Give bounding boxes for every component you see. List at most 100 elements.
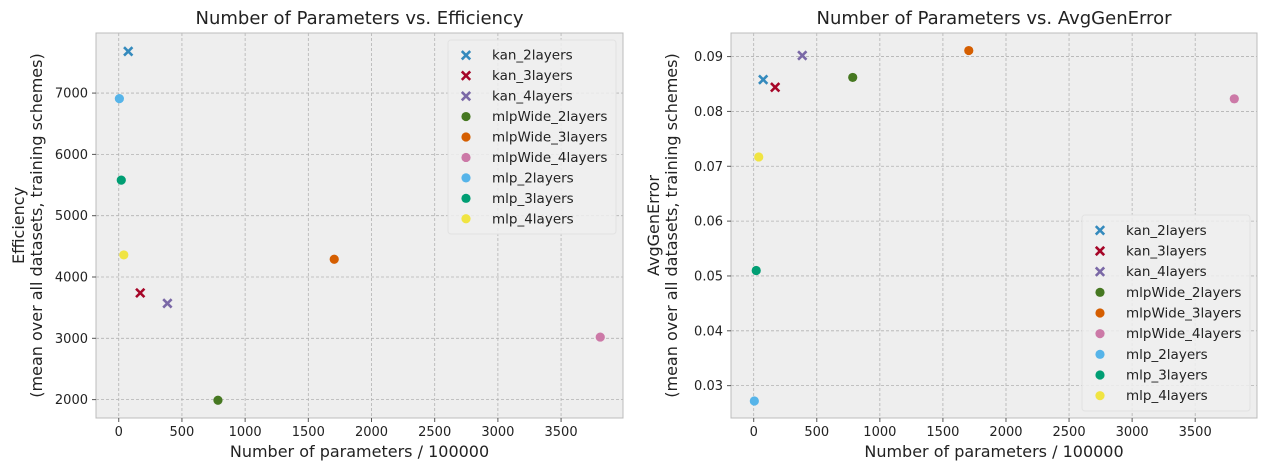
y-tick-label: 0.06 <box>694 215 723 230</box>
legend-box <box>447 39 617 235</box>
y-tick-label: 7000 <box>55 87 88 102</box>
legend-marker-kan_3layers <box>460 70 472 81</box>
point-mlp_3layers <box>116 175 126 185</box>
legend-marker-mlp_4layers <box>461 214 471 224</box>
x-tick-label: 3000 <box>1116 425 1149 440</box>
legend-marker-mlp_2layers <box>1095 349 1105 359</box>
point-mlpWide_2layers <box>213 395 223 405</box>
point-mlpWide_3layers <box>329 254 339 264</box>
point-kan_3layers <box>135 287 146 299</box>
x-tick-label: 0 <box>115 425 123 440</box>
y-tick-label: 0.09 <box>694 50 723 65</box>
y-tick-label: 5000 <box>55 209 88 224</box>
point-mlp_4layers <box>754 152 764 162</box>
x-tick-label: 2000 <box>989 425 1022 440</box>
legend-marker-mlp_2layers <box>461 173 471 183</box>
y-axis-label-line-2: (mean over all datasets, training scheme… <box>662 53 681 397</box>
legend-marker-mlpWide_4layers <box>461 152 471 163</box>
plot-frame <box>730 32 1258 419</box>
legend-label: kan_2layers <box>492 48 573 64</box>
y-tick-label: 3000 <box>55 332 88 347</box>
x-tick-label: 3500 <box>545 425 578 440</box>
legend-label: kan_2layers <box>1126 223 1207 239</box>
chart-title: Number of Parameters vs. Efficiency <box>195 8 523 29</box>
legend-label: kan_3layers <box>1126 244 1207 260</box>
point-mlp_2layers <box>749 396 759 406</box>
point-kan_2layers <box>123 46 134 57</box>
plot-frame <box>95 32 624 419</box>
x-tick-label: 0 <box>750 425 758 440</box>
x-axis-label: Number of parameters / 100000 <box>864 442 1123 461</box>
legend-marker-mlpWide_2layers <box>461 111 471 122</box>
legend-label: mlpWide_4layers <box>1126 326 1241 342</box>
y-axis-label-line-2: (mean over all datasets, training scheme… <box>27 53 46 397</box>
y-tick-label: 2000 <box>55 393 88 408</box>
x-tick-label: 3500 <box>1179 425 1212 440</box>
legend-marker-kan_4layers <box>460 90 472 102</box>
x-axis-label: Number of parameters / 100000 <box>230 442 489 461</box>
y-tick-label: 0.03 <box>694 379 723 394</box>
x-tick-label: 2500 <box>418 425 451 440</box>
y-axis-label-line-1: AvgGenError <box>644 175 663 276</box>
y-tick-label: 0.04 <box>694 324 723 339</box>
chart-1: 0 500 1000 1500 2000 2500 3000 3500 2000 3000 4000… <box>9 8 624 461</box>
legend-marker-mlpWide_4layers <box>1095 329 1105 339</box>
x-tick-label: 2500 <box>1053 425 1086 440</box>
legend-label: mlp_3layers <box>492 191 574 207</box>
legend-marker-mlpWide_2layers <box>1095 287 1105 297</box>
point-kan_4layers <box>797 50 808 61</box>
legend-label: mlp_4layers <box>492 211 574 227</box>
x-tick-label: 1500 <box>926 425 959 440</box>
legend-marker-mlp_3layers <box>461 193 471 203</box>
chart-title: Number of Parameters vs. AvgGenError <box>817 8 1173 29</box>
legend-marker-mlpWide_3layers <box>1095 308 1105 318</box>
data-points <box>749 45 1239 406</box>
y-tick-label: 0.05 <box>694 269 723 284</box>
x-tick-label: 2000 <box>355 425 388 440</box>
legend-label: mlpWide_4layers <box>492 150 607 166</box>
legend-box <box>1081 214 1251 412</box>
y-tick-label: 6000 <box>55 148 88 163</box>
y-tick-label: 4000 <box>55 270 88 285</box>
y-tick-label: 0.07 <box>694 160 723 175</box>
chart-2: 0 500 1000 1500 2000 2500 3000 3500 0.03 0.04 0.05… <box>644 8 1258 461</box>
legend-marker-kan_4layers <box>1094 266 1106 277</box>
legend-marker-mlp_3layers <box>1095 370 1105 380</box>
legend-label: kan_4layers <box>492 89 573 105</box>
legend-label: mlp_2layers <box>492 170 574 186</box>
x-tick-label: 1000 <box>229 425 262 440</box>
y-axis-label-line-1: Efficiency <box>9 187 28 264</box>
legend-label: mlp_4layers <box>1126 388 1208 404</box>
y-tick-label: 0.08 <box>694 105 723 120</box>
x-tick-label: 500 <box>170 425 195 440</box>
point-mlpWide_4layers <box>595 332 605 342</box>
legend-marker-kan_2layers <box>1094 225 1106 236</box>
legend-label: mlpWide_2layers <box>492 109 607 125</box>
point-mlpWide_3layers <box>964 45 974 56</box>
x-tick-label: 500 <box>804 425 829 440</box>
legend-label: mlp_3layers <box>1126 368 1208 384</box>
legend-label: mlpWide_2layers <box>1126 285 1241 301</box>
legend-label: kan_4layers <box>1126 264 1207 280</box>
legend-marker-mlp_4layers <box>1095 391 1105 401</box>
legend-marker-kan_2layers <box>460 50 472 61</box>
point-mlp_3layers <box>751 265 761 276</box>
point-mlp_2layers <box>114 93 124 104</box>
point-kan_3layers <box>770 82 781 93</box>
legend-label: mlp_2layers <box>1126 347 1208 363</box>
point-kan_4layers <box>162 298 173 309</box>
legend-marker-kan_3layers <box>1094 245 1106 257</box>
x-tick-label: 3000 <box>481 425 514 440</box>
legend-label: mlpWide_3layers <box>1126 306 1241 322</box>
data-points <box>114 46 605 405</box>
point-mlp_4layers <box>119 250 129 260</box>
legend-label: kan_3layers <box>492 68 573 84</box>
x-tick-label: 1000 <box>863 425 896 440</box>
point-mlpWide_2layers <box>848 72 858 83</box>
legend-label: mlpWide_3layers <box>492 130 607 146</box>
legend: kan_2layers kan_3layers kan_4layers mlpWide… <box>447 39 617 235</box>
point-kan_2layers <box>758 74 769 85</box>
point-mlpWide_4layers <box>1229 94 1239 104</box>
legend-marker-mlpWide_3layers <box>461 132 471 142</box>
